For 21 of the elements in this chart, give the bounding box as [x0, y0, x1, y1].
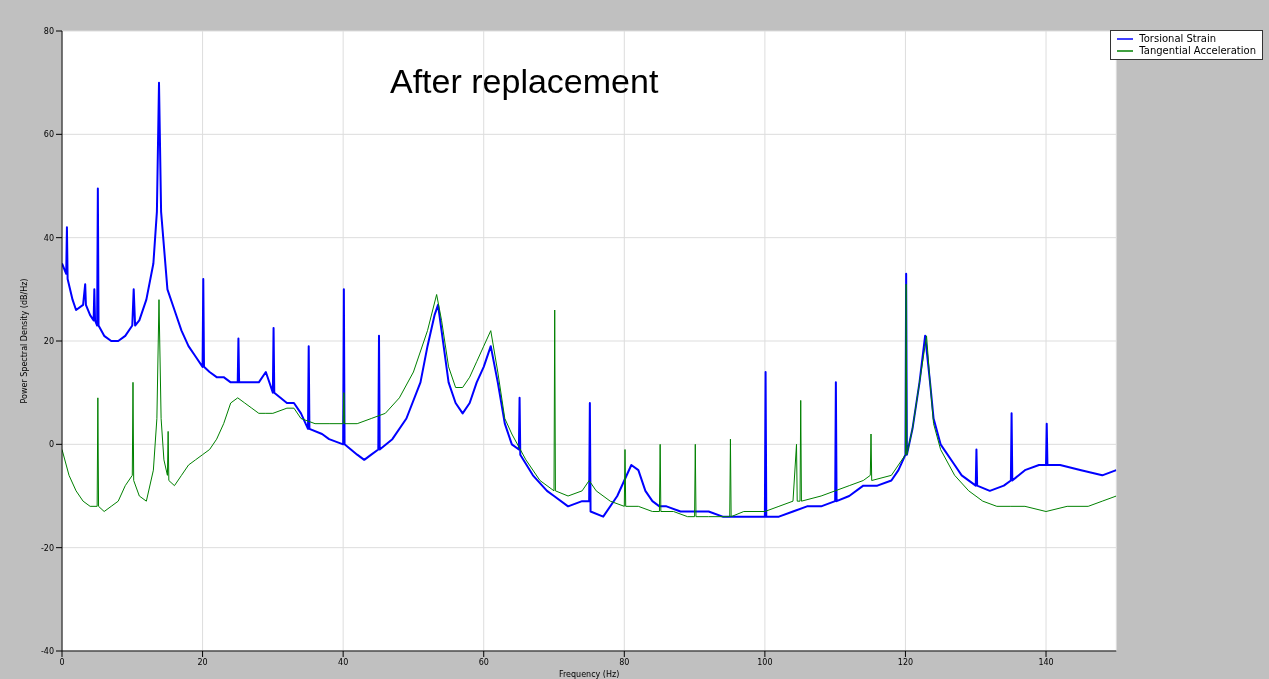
line-series [62, 283, 1117, 518]
x-tick-label: 120 [897, 657, 914, 667]
x-tick-label: 80 [619, 657, 630, 667]
x-tick-label: 100 [757, 657, 773, 667]
y-tick-label: -20 [40, 543, 54, 553]
y-tick-label: 20 [43, 336, 54, 346]
x-tick-label: 0 [59, 657, 65, 667]
x-tick-label: 140 [1038, 657, 1054, 667]
x-axis-title: Frequency (Hz) [558, 670, 620, 679]
annotation: After replacement [390, 62, 659, 101]
y-tick-label: 40 [43, 233, 54, 243]
legend-label: Torsional Strain [1139, 33, 1217, 45]
y-tick-label: -40 [40, 646, 54, 656]
y-tick-label: 0 [48, 440, 54, 450]
x-tick-label: 60 [478, 657, 489, 667]
y-tick-label: 60 [43, 130, 54, 140]
x-tick-label: 40 [338, 657, 349, 667]
x-tick-label: 20 [197, 657, 208, 667]
y-tick-label: 80 [43, 26, 54, 36]
legend-label: Tangential Acceleration [1139, 45, 1256, 57]
y-axis-title: Power Spectral Density (dB/Hz) [19, 278, 29, 404]
